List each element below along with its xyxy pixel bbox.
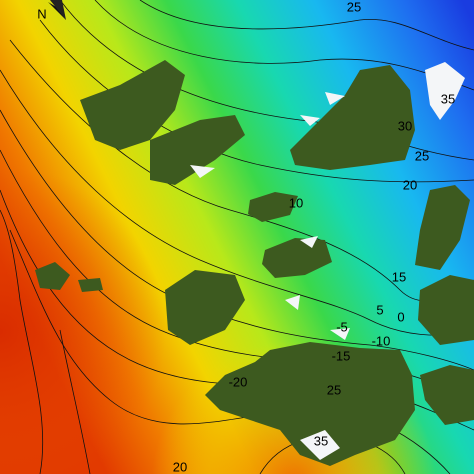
north-arrow: N: [37, 0, 66, 21]
land: [35, 60, 474, 466]
contour-label: -20: [229, 374, 248, 389]
contour-label: -5: [336, 319, 348, 334]
contour-label: 0: [397, 309, 404, 324]
contour-label: 25: [327, 382, 341, 397]
contour-label: -10: [372, 333, 391, 348]
contour-label: 10: [289, 195, 303, 210]
contour-label: 15: [392, 269, 406, 284]
contour-label: 30: [398, 118, 412, 133]
contour-label: 20: [173, 459, 187, 474]
contour-label: 35: [314, 433, 328, 448]
contour-label: -15: [332, 348, 351, 363]
contour-label: 5: [376, 302, 383, 317]
contour-label: 20: [403, 177, 417, 192]
contour-label: 25: [415, 148, 429, 163]
contour-label: 35: [441, 91, 455, 106]
north-label: N: [37, 6, 46, 21]
contour-labels: 25 35 30 25 20 10 15 5 0 -5 -10 -15 -20 …: [173, 0, 455, 474]
contour-label: 25: [347, 0, 361, 14]
